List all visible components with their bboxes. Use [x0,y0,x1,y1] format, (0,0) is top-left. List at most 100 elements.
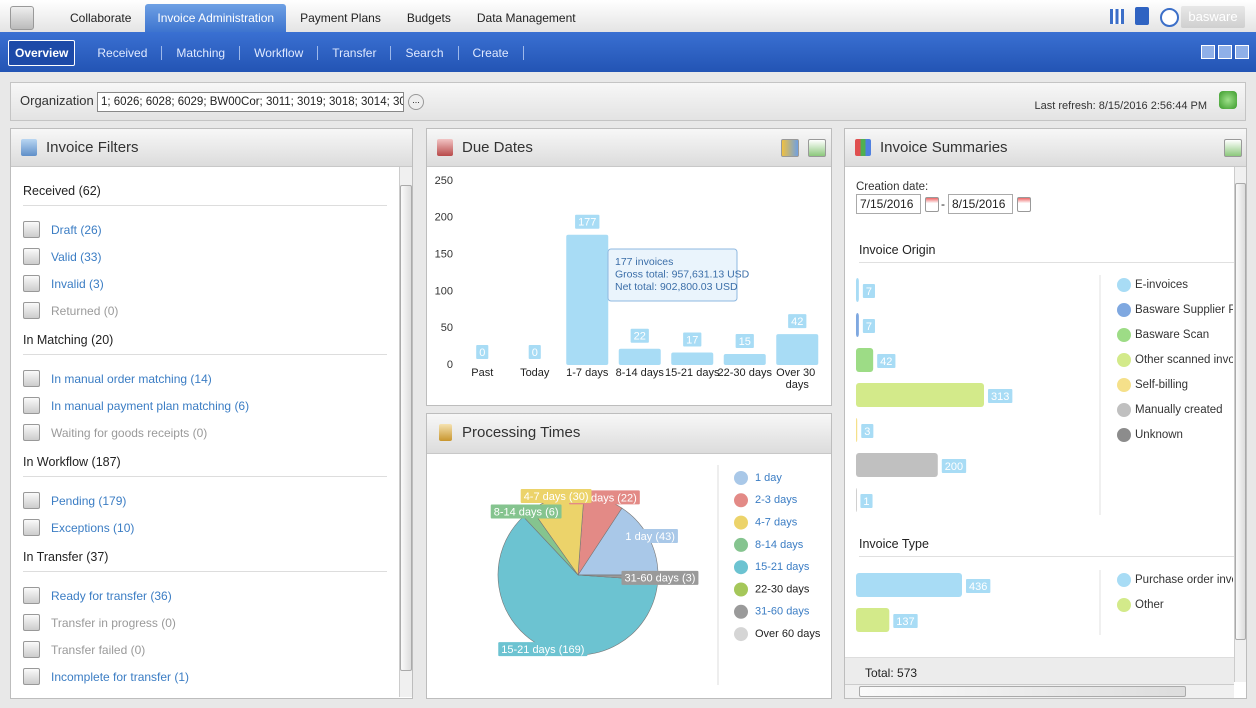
help-icon[interactable] [1235,45,1249,59]
value-label-box [860,494,873,508]
legend-marker [734,582,748,597]
sub-nav-item[interactable]: Matching [162,45,241,60]
window-icon[interactable] [1218,45,1232,59]
bar [671,352,714,365]
organization-input[interactable]: 1; 6026; 6028; 6029; BW00Cor; 3011; 3019… [97,92,404,112]
layout-icon[interactable] [1201,45,1215,59]
legend-label: Basware Scan [1135,329,1209,341]
legend-marker [734,560,748,575]
slice-label-box [498,642,588,657]
x-tick-label: 22-30 days [718,367,773,379]
value-label-box [941,459,967,473]
value-label: 42 [791,316,803,328]
legend-label: Self-billing [1135,379,1188,391]
bar [566,234,609,365]
y-tick-label: 250 [435,175,453,187]
calendar-button[interactable] [1017,197,1031,212]
filter-item[interactable]: Invalid (3) [23,270,399,297]
nav-tab[interactable]: Data Management [476,11,576,25]
calendar-button[interactable] [925,197,939,212]
total: Total: 573 [865,666,918,680]
value-label: 1 [863,496,869,508]
bar [776,334,819,365]
value-label: 22 [634,331,646,343]
date-from[interactable]: 7/15/2016 [856,194,921,214]
scroll-thumb[interactable] [1235,183,1246,640]
bar [856,278,859,302]
due-dates-chart: 0 50 100 150 200 250 0 Past 0 Today 177 1-7 days 22 8… [435,175,819,391]
slice-label-box [490,504,562,519]
scroll-thumb[interactable] [859,686,1186,697]
bar [856,383,984,407]
sub-nav-item[interactable]: Received [83,45,163,60]
filter-heading: In Workflow (187) [23,449,387,477]
legend-marker [1117,403,1131,417]
panel-header: Processing Times [427,414,831,454]
nav-tab[interactable]: Collaborate [70,11,132,25]
info-icon[interactable] [1135,7,1149,25]
legend-label: Other scanned invoices [1135,354,1233,366]
legend-label: 8-14 days [755,539,804,551]
date-to[interactable]: 8/15/2016 [948,194,1013,214]
sub-nav-item[interactable]: Overview [8,39,76,66]
filter-label: In manual payment plan matching (6) [51,398,250,413]
home-icon[interactable] [10,6,34,30]
legend-label: E-invoices [1135,279,1188,291]
value-label: 7 [866,286,872,298]
value-label-box [966,579,991,593]
filter-item[interactable]: In manual order matching (14) [23,365,399,392]
legend-label: 4-7 days [755,517,798,529]
filter-item[interactable]: Valid (33) [23,243,399,270]
filter-label: Pending (179) [51,493,127,508]
value-label-box [788,314,807,329]
slice-label: 8-14 days (6) [494,506,559,518]
settings-icon[interactable] [1160,8,1179,27]
sub-nav-item[interactable]: Workflow [240,45,319,60]
filter-heading: Received (62) [23,178,387,206]
value-label: 7 [866,321,872,333]
panel-icon [437,139,453,156]
filter-item[interactable]: Incomplete for transfer (1) [23,663,399,690]
value-label-box [575,214,600,229]
value-label: 177 [578,217,596,229]
nav-tab[interactable]: Invoice Administration [145,4,287,32]
y-tick-label: 200 [435,212,453,224]
filter-item[interactable]: Draft (26) [23,216,399,243]
total-bar: Total: 573 [845,657,1234,686]
legend-label: Basware Supplier Porta [1135,304,1233,316]
h-scrollbar[interactable] [845,684,1234,698]
value-label: 15 [739,336,751,348]
filter-icon [23,492,40,509]
sub-nav-item[interactable]: Search [391,45,459,60]
refresh-button[interactable] [1219,91,1237,109]
nav-tab[interactable]: Budgets [406,11,451,25]
tooltip-line: Net total: 902,800.03 USD [615,281,738,293]
sub-nav-item[interactable]: Transfer [318,45,392,60]
section-title: Invoice Origin [859,238,1235,263]
export-button[interactable] [1224,139,1242,157]
filter-icon [23,302,40,319]
nav-tab[interactable]: Payment Plans [300,11,381,25]
slice-label: 15-21 days (169) [501,644,584,656]
filter-label: Transfer in progress (0) [51,615,176,630]
value-label-box [861,424,874,438]
bar [856,608,890,632]
filter-item[interactable]: Exceptions (10) [23,514,399,541]
filter-item[interactable]: Ready for transfer (36) [23,582,399,609]
filter-item[interactable]: In manual payment plan matching (6) [23,392,399,419]
filter-item[interactable]: Pending (179) [23,487,399,514]
browse-button[interactable]: ... [408,94,424,110]
filter-label: Draft (26) [51,222,102,237]
value-label: 0 [532,347,538,359]
export-button[interactable] [808,139,826,157]
scrollbar[interactable] [1234,167,1246,682]
scrollbar[interactable] [399,167,412,697]
bar [856,313,859,337]
scroll-thumb[interactable] [400,185,412,671]
chart-type-button[interactable] [781,139,799,157]
reports-icon[interactable] [1110,9,1124,24]
sub-nav-item[interactable]: Create [459,45,524,60]
filter-icon [23,519,40,536]
filter-label: Valid (33) [51,249,102,264]
